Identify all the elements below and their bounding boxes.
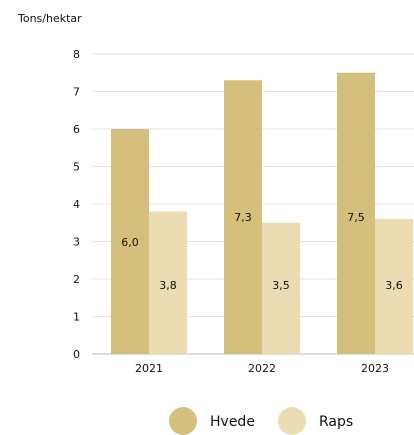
legend: Hvede Raps [169,407,353,435]
x-tick-label: 2022 [248,362,276,375]
data-label: 3,5 [272,279,290,292]
legend-swatch-raps [278,407,306,435]
y-axis-unit-label: Tons/hektar [17,12,82,25]
bars: 6,0 3,8 7,3 3,5 7,5 3,6 [111,72,413,354]
y-tick-label: 5 [73,161,80,174]
data-label: 7,5 [347,211,365,224]
y-tick-label: 1 [73,311,80,324]
data-label: 3,6 [385,279,403,292]
y-tick-label: 8 [73,48,80,61]
bar-raps [262,222,300,354]
bar-hvede [111,129,149,354]
legend-label-hvede: Hvede [210,414,255,430]
y-tick-label: 7 [73,86,80,99]
bar-hvede [337,72,375,354]
data-label: 6,0 [121,236,139,249]
legend-swatch-hvede [169,407,197,435]
y-tick-label: 0 [73,348,80,361]
y-axis-ticks: 0 1 2 3 4 5 6 7 8 [73,48,80,361]
bar-raps [149,211,187,354]
y-tick-label: 3 [73,236,80,249]
x-axis-ticks: 2021 2022 2023 [135,362,389,375]
bar-raps [375,219,413,354]
bar-hvede [224,80,262,354]
x-tick-label: 2023 [361,362,389,375]
y-tick-label: 4 [73,198,80,211]
legend-label-raps: Raps [319,414,353,430]
data-label: 7,3 [234,211,252,224]
data-label: 3,8 [159,279,177,292]
x-tick-label: 2021 [135,362,163,375]
y-tick-label: 6 [73,123,80,136]
y-tick-label: 2 [73,273,80,286]
